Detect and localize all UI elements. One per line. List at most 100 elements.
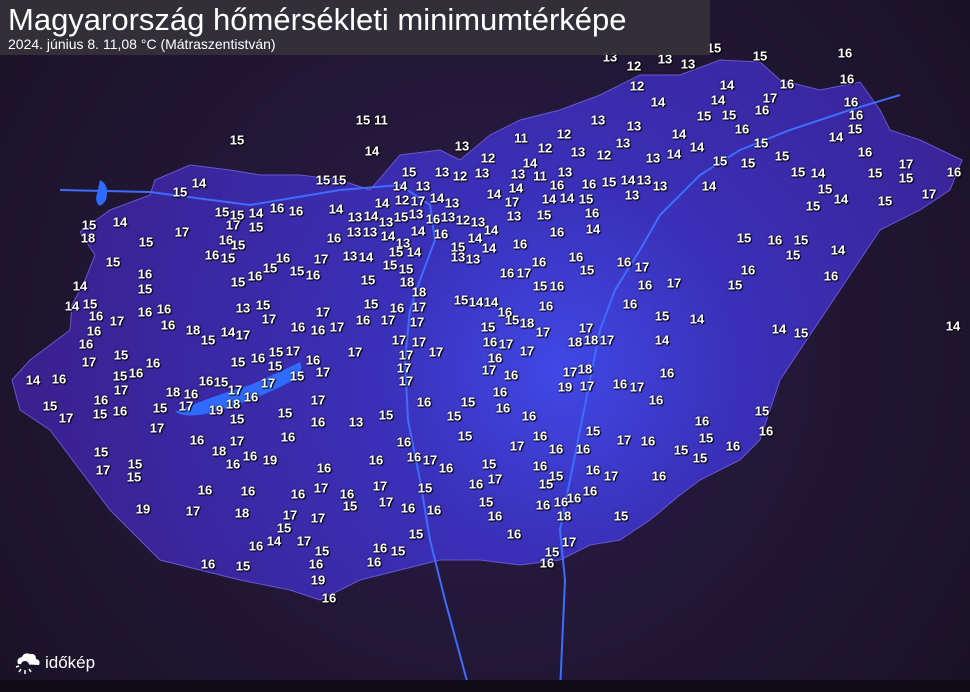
station-temperature: 14: [828, 129, 844, 145]
station-temperature: 17: [310, 510, 326, 526]
station-temperature: 18: [165, 384, 181, 400]
station-temperature: 17: [603, 468, 619, 484]
station-temperature: 16: [51, 371, 67, 387]
logo-text: időkép: [45, 653, 96, 672]
station-temperature: 16: [310, 322, 326, 338]
idokep-logo: időkép: [14, 650, 95, 676]
station-temperature: 16: [321, 590, 337, 606]
station-temperature: 13: [347, 209, 363, 225]
station-temperature: 17: [422, 452, 438, 468]
station-temperature: 16: [823, 268, 839, 284]
station-temperature: 16: [946, 164, 962, 180]
station-temperature: 16: [128, 365, 144, 381]
station-temperature: 16: [290, 319, 306, 335]
station-temperature: 15: [378, 407, 394, 423]
station-temperature: 17: [498, 336, 514, 352]
station-temperature: 16: [506, 526, 522, 542]
station-temperature: 15: [81, 217, 97, 233]
station-temperature: 12: [480, 150, 496, 166]
bottom-strip: [0, 680, 970, 692]
station-temperature: 14: [585, 221, 601, 237]
station-temperature: 17: [391, 332, 407, 348]
station-temperature: 16: [288, 203, 304, 219]
station-temperature: 17: [762, 90, 778, 106]
station-temperature: 17: [398, 347, 414, 363]
station-temperature: 18: [80, 230, 96, 246]
station-temperature: 15: [82, 296, 98, 312]
station-temperature: 17: [315, 364, 331, 380]
tisza-river: [558, 94, 901, 692]
station-temperature: 16: [837, 45, 853, 61]
station-temperature: 14: [771, 321, 787, 337]
station-temperature: 14: [191, 175, 207, 191]
station-temperature: 17: [398, 373, 414, 389]
station-temperature: 14: [410, 223, 426, 239]
station-temperature: 15: [93, 444, 109, 460]
station-temperature: 16: [767, 232, 783, 248]
station-temperature: 18: [234, 505, 250, 521]
station-temperature: 17: [634, 259, 650, 275]
station-temperature: 16: [438, 460, 454, 476]
station-temperature: 15: [314, 543, 330, 559]
station-temperature: 16: [326, 230, 342, 246]
station-temperature: 17: [296, 533, 312, 549]
station-temperature: 15: [401, 164, 417, 180]
station-temperature: 17: [396, 360, 412, 376]
danube-river: [59, 183, 471, 692]
station-temperature: 15: [331, 172, 347, 188]
station-temperature: 17: [282, 507, 298, 523]
station-temperature: 14: [364, 143, 380, 159]
station-temperature: 17: [535, 324, 551, 340]
station-temperature: 15: [398, 261, 414, 277]
station-temperature: 14: [508, 180, 524, 196]
station-temperature: 14: [406, 244, 422, 260]
station-temperature: 18: [519, 315, 535, 331]
station-temperature: 16: [189, 432, 205, 448]
station-temperature: 16: [366, 554, 382, 570]
station-temperature: 16: [416, 394, 432, 410]
station-temperature: 14: [358, 249, 374, 265]
station-temperature: 17: [410, 193, 426, 209]
station-temperature: 14: [522, 155, 538, 171]
station-temperature: 16: [581, 176, 597, 192]
station-temperature: 17: [428, 344, 444, 360]
station-temperature: 15: [601, 174, 617, 190]
station-temperature: 15: [877, 193, 893, 209]
station-temperature: 16: [553, 494, 569, 510]
station-temperature: 17: [599, 332, 615, 348]
station-temperature: 15: [360, 272, 376, 288]
station-temperature: 16: [372, 540, 388, 556]
station-temperature: 16: [200, 556, 216, 572]
station-temperature: 17: [562, 364, 578, 380]
station-temperature: 15: [898, 170, 914, 186]
station-temperature: 16: [425, 211, 441, 227]
lake-ferto: [96, 180, 108, 206]
station-temperature: 16: [137, 266, 153, 282]
station-temperature: 16: [848, 107, 864, 123]
station-temperature: 16: [93, 392, 109, 408]
station-temperature: 15: [544, 544, 560, 560]
station-temperature: 14: [486, 186, 502, 202]
station-temperature: 15: [229, 132, 245, 148]
station-temperature: 16: [758, 423, 774, 439]
station-temperature: 17: [516, 265, 532, 281]
station-temperature: 18: [556, 508, 572, 524]
station-temperature: 19: [310, 572, 326, 588]
station-temperature: 15: [152, 400, 168, 416]
cloud-sun-icon: [15, 653, 40, 674]
station-temperature: 16: [406, 449, 422, 465]
station-temperature: 16: [339, 486, 355, 502]
station-temperature: 18: [567, 334, 583, 350]
station-temperature: 16: [512, 236, 528, 252]
station-temperature: 17: [504, 194, 520, 210]
station-temperature: 18: [411, 284, 427, 300]
station-temperature: 13: [434, 164, 450, 180]
station-temperature: 16: [198, 373, 214, 389]
station-temperature: 16: [183, 386, 199, 402]
station-temperature: 15: [214, 204, 230, 220]
station-temperature: 16: [218, 232, 234, 248]
station-temperature: 17: [629, 379, 645, 395]
station-temperature: 14: [719, 77, 735, 93]
station-temperature: 16: [137, 304, 153, 320]
station-temperature: 15: [388, 244, 404, 260]
